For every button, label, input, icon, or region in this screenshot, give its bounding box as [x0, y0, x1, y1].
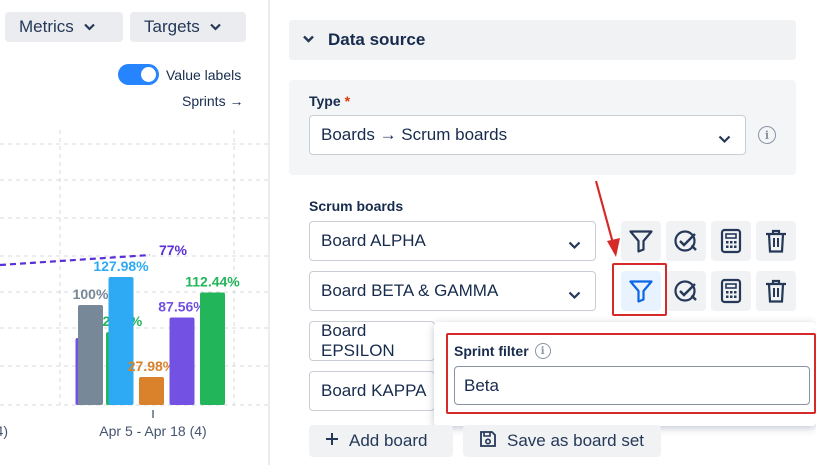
- targets-dropdown[interactable]: Targets: [130, 12, 246, 42]
- annotation-arrow: [594, 180, 620, 257]
- chevron-down-icon: [568, 235, 581, 255]
- sprint-filter-label: Sprint filter i: [454, 343, 551, 359]
- scrum-boards-label: Scrum boards: [309, 198, 404, 214]
- value-labels-toggle[interactable]: [118, 64, 159, 85]
- type-panel: Type * Boards → Scrum boards i: [289, 80, 796, 175]
- filter-button[interactable]: [621, 221, 661, 261]
- trend-line-label: 77%: [159, 242, 188, 258]
- save-icon: [479, 430, 497, 453]
- chart-bar: [169, 317, 195, 405]
- add-board-label: Add board: [349, 431, 428, 450]
- x-tick-label: Apr 5 - Apr 18 (4): [99, 423, 206, 439]
- sprint-filter-value: Beta: [464, 375, 499, 395]
- bar-data-label: 27.98%: [128, 358, 176, 374]
- chevron-down-icon: [209, 20, 221, 34]
- pane-divider[interactable]: [268, 0, 270, 465]
- check-sprints-button[interactable]: [666, 271, 706, 311]
- add-board-button[interactable]: Add board: [309, 425, 453, 457]
- calculator-button[interactable]: [711, 271, 751, 311]
- metrics-label: Metrics: [19, 17, 74, 36]
- trash-icon: [764, 228, 788, 254]
- calculator-icon: [719, 228, 743, 254]
- info-icon[interactable]: i: [758, 126, 776, 144]
- value-labels-label: Value labels: [166, 66, 242, 83]
- board-select[interactable]: Board EPSILON: [309, 321, 435, 361]
- chart-pane: Metrics Targets Value labels Sprints → 7…: [0, 0, 268, 465]
- filter-icon: [628, 228, 654, 254]
- board-select[interactable]: Board ALPHA: [309, 221, 596, 261]
- save-board-set-label: Save as board set: [507, 431, 645, 450]
- chevron-down-icon: [303, 34, 314, 46]
- targets-label: Targets: [144, 17, 200, 36]
- sprints-link[interactable]: Sprints →: [182, 93, 244, 109]
- calculator-icon: [719, 278, 743, 304]
- sprint-chart: 7%72.86%100%127.98%27.98%87.56%112.44%77…: [0, 130, 268, 439]
- sprint-filter-input[interactable]: Beta: [454, 366, 810, 405]
- data-source-title: Data source: [328, 30, 426, 49]
- board-select-value: Board EPSILON: [321, 321, 395, 360]
- board-select[interactable]: Board BETA & GAMMA: [309, 271, 596, 311]
- value-labels-toggle-row: Value labels: [118, 64, 241, 85]
- chevron-down-icon: [568, 285, 581, 305]
- data-source-section-header[interactable]: Data source: [289, 20, 796, 60]
- sprint-filter-label-text: Sprint filter: [454, 343, 529, 359]
- chevron-down-icon: [718, 129, 731, 149]
- type-label-text: Type: [309, 93, 341, 109]
- check-circle-icon: [673, 278, 699, 304]
- toggle-knob: [141, 67, 156, 82]
- trash-icon: [764, 278, 788, 304]
- chart-bar: [200, 292, 225, 405]
- save-board-set-button[interactable]: Save as board set: [463, 425, 661, 457]
- filter-icon: [628, 278, 654, 304]
- delete-board-button[interactable]: [756, 271, 796, 311]
- board-select-value: Board KAPPA: [321, 381, 427, 400]
- plus-icon: [325, 431, 339, 451]
- chart-bar: [78, 305, 103, 405]
- bar-data-label: 127.98%: [93, 258, 149, 274]
- board-select[interactable]: Board KAPPA: [309, 371, 435, 411]
- bar-data-label: 100%: [73, 286, 109, 302]
- chart-bar: [139, 377, 164, 405]
- type-select[interactable]: Boards → Scrum boards: [309, 115, 746, 155]
- chevron-down-icon: [84, 20, 95, 34]
- annotation-highlight-box: [446, 333, 816, 414]
- x-tick-label: …4 (4): [0, 423, 8, 439]
- check-sprints-button[interactable]: [666, 221, 706, 261]
- filter-button[interactable]: [621, 271, 661, 311]
- board-select-value: Board ALPHA: [321, 231, 426, 250]
- bar-data-label: 87.56%: [158, 298, 206, 314]
- info-icon[interactable]: i: [534, 343, 551, 359]
- calculator-button[interactable]: [711, 221, 751, 261]
- metrics-dropdown[interactable]: Metrics: [5, 12, 123, 42]
- type-label: Type *: [309, 93, 350, 109]
- bar-data-label: 112.44%: [185, 274, 240, 290]
- chart-bar: [108, 277, 134, 405]
- trend-line: [0, 253, 151, 267]
- delete-board-button[interactable]: [756, 221, 796, 261]
- type-select-value: Boards → Scrum boards: [321, 125, 508, 144]
- required-mark: *: [344, 93, 351, 109]
- check-circle-icon: [673, 228, 699, 254]
- annotation-highlight-box: [612, 263, 667, 316]
- board-select-value: Board BETA & GAMMA: [321, 281, 499, 300]
